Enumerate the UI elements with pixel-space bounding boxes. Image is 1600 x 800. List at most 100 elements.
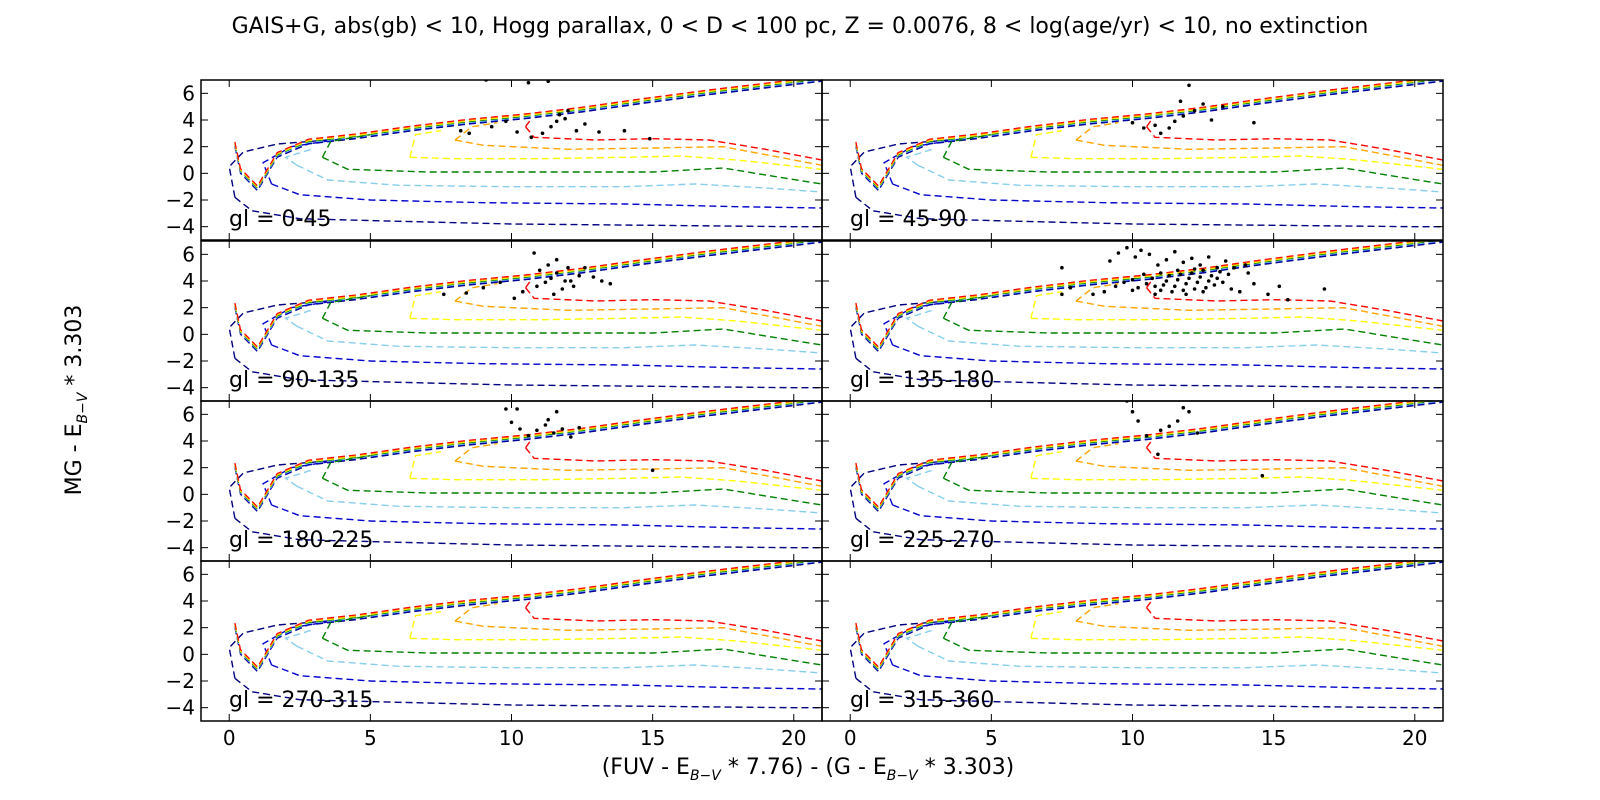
star-point — [574, 128, 579, 133]
star-point — [543, 423, 548, 427]
isochrone-3 — [296, 485, 822, 514]
isochrone-4 — [322, 637, 822, 666]
isochrone-2 — [892, 664, 1443, 690]
isochrone-main-seq-6 — [234, 241, 805, 349]
panel-1: −4 −2 02 4 6 gl = 0-45 — [166, 79, 823, 241]
x-tick-label: 0 — [223, 726, 236, 750]
star-point — [1113, 284, 1118, 289]
star-point — [1158, 131, 1163, 136]
isochrone-main-seq-7 — [234, 401, 798, 508]
isochrone-main-seq-2 — [855, 401, 1443, 512]
isochrone-main-seq-1 — [234, 241, 822, 353]
isochrone-main-seq-2 — [234, 80, 822, 191]
isochrone-branch-6 — [1075, 603, 1119, 622]
y-tick-label: −4 — [166, 376, 195, 400]
isochrone-branch-7 — [1146, 599, 1153, 609]
star-point — [1266, 292, 1270, 297]
isochrone-4 — [322, 317, 822, 346]
isochrone-branch-2 — [262, 619, 343, 666]
star-point — [526, 433, 531, 438]
isochrone-main-seq-3 — [234, 561, 822, 672]
star-point — [1150, 276, 1155, 281]
isochrone-main-seq-6 — [234, 401, 805, 509]
star-point — [560, 287, 565, 291]
isochrone-branch-4 — [942, 615, 992, 639]
y-tick-label: −4 — [166, 536, 195, 560]
isochrone-4 — [943, 477, 1443, 506]
isochrone-branch-6 — [1075, 283, 1119, 302]
isochrone-branch-1 — [228, 620, 329, 679]
isochrone-main-seq-6 — [234, 80, 805, 188]
isochrone-1 — [234, 196, 822, 228]
y-tick-label: −2 — [166, 188, 195, 212]
panel-5: −4 −2 02 4 6 gl = 180-225 — [166, 400, 823, 562]
isochrone-1 — [234, 677, 822, 709]
isochrone-main-seq-2 — [855, 241, 1443, 352]
y-tick-label: −4 — [166, 696, 195, 720]
isochrone-main-seq-3 — [855, 561, 1443, 672]
isochrone-main-seq-7 — [855, 561, 1419, 668]
star-point — [1144, 433, 1149, 438]
isochrone-main-seq-7 — [234, 561, 798, 668]
isochrone-7 — [525, 287, 822, 322]
star-point — [535, 284, 539, 289]
y-tick-label: 2 — [182, 456, 195, 480]
isochrone-main-seq-7 — [855, 241, 1419, 348]
isochrone-branch-5 — [409, 451, 442, 479]
isochrone-5 — [409, 316, 822, 331]
y-tick-label: −4 — [166, 215, 195, 239]
isochrone-main-seq-7 — [234, 241, 798, 348]
x-tick-label: 20 — [1402, 726, 1427, 750]
star-point — [549, 124, 553, 129]
star-point — [1122, 280, 1126, 285]
isochrone-main-seq-4 — [234, 241, 818, 351]
isochrone-5 — [1030, 316, 1443, 331]
star-point — [546, 263, 550, 267]
x-tick-label: 10 — [499, 726, 524, 750]
isochrone-main-seq-5 — [234, 561, 812, 670]
star-point — [1161, 283, 1166, 287]
star-point — [464, 291, 469, 295]
x-tick-label: 10 — [1120, 726, 1145, 750]
isochrone-7 — [1146, 607, 1443, 642]
isochrone-branch-3 — [905, 148, 933, 166]
star-point — [1206, 255, 1211, 259]
panel-label: gl = 225-270 — [850, 528, 994, 553]
star-point — [1181, 288, 1186, 293]
star-point — [1243, 263, 1248, 267]
star-point — [1209, 273, 1214, 278]
star-point — [518, 427, 522, 431]
isochrone-branch-4 — [321, 295, 371, 319]
isochrone-branch-3 — [284, 469, 312, 487]
isochrone-main-seq-4 — [234, 401, 818, 511]
star-point — [1167, 273, 1171, 278]
isochrone-2 — [892, 504, 1443, 530]
isochrone-main-seq-3 — [234, 401, 822, 512]
isochrone-6 — [1075, 139, 1443, 166]
isochrone-main-seq-1 — [234, 561, 822, 673]
isochrone-5 — [1030, 636, 1443, 651]
star-point — [540, 131, 545, 136]
isochrone-5 — [409, 155, 822, 170]
isochrone-branch-1 — [228, 460, 329, 519]
isochrone-branch-6 — [1075, 443, 1119, 462]
star-point — [1130, 409, 1135, 414]
star-point — [1206, 279, 1211, 283]
isochrone-7 — [525, 126, 822, 161]
star-point — [552, 431, 556, 435]
star-point — [1153, 284, 1157, 289]
isochrone-main-seq-1 — [855, 80, 1443, 192]
star-point — [577, 273, 581, 278]
star-point — [458, 128, 463, 133]
isochrone-branch-7 — [1146, 118, 1153, 128]
y-tick-label: 6 — [182, 402, 195, 426]
star-point — [1130, 120, 1135, 125]
star-point — [1212, 283, 1217, 287]
isochrone-branch-5 — [409, 611, 442, 639]
star-point — [1153, 123, 1157, 128]
star-point — [509, 420, 514, 425]
star-point — [1198, 263, 1202, 267]
isochrone-branch-5 — [409, 130, 442, 158]
isochrone-main-seq-5 — [234, 80, 812, 189]
star-point — [504, 407, 508, 411]
